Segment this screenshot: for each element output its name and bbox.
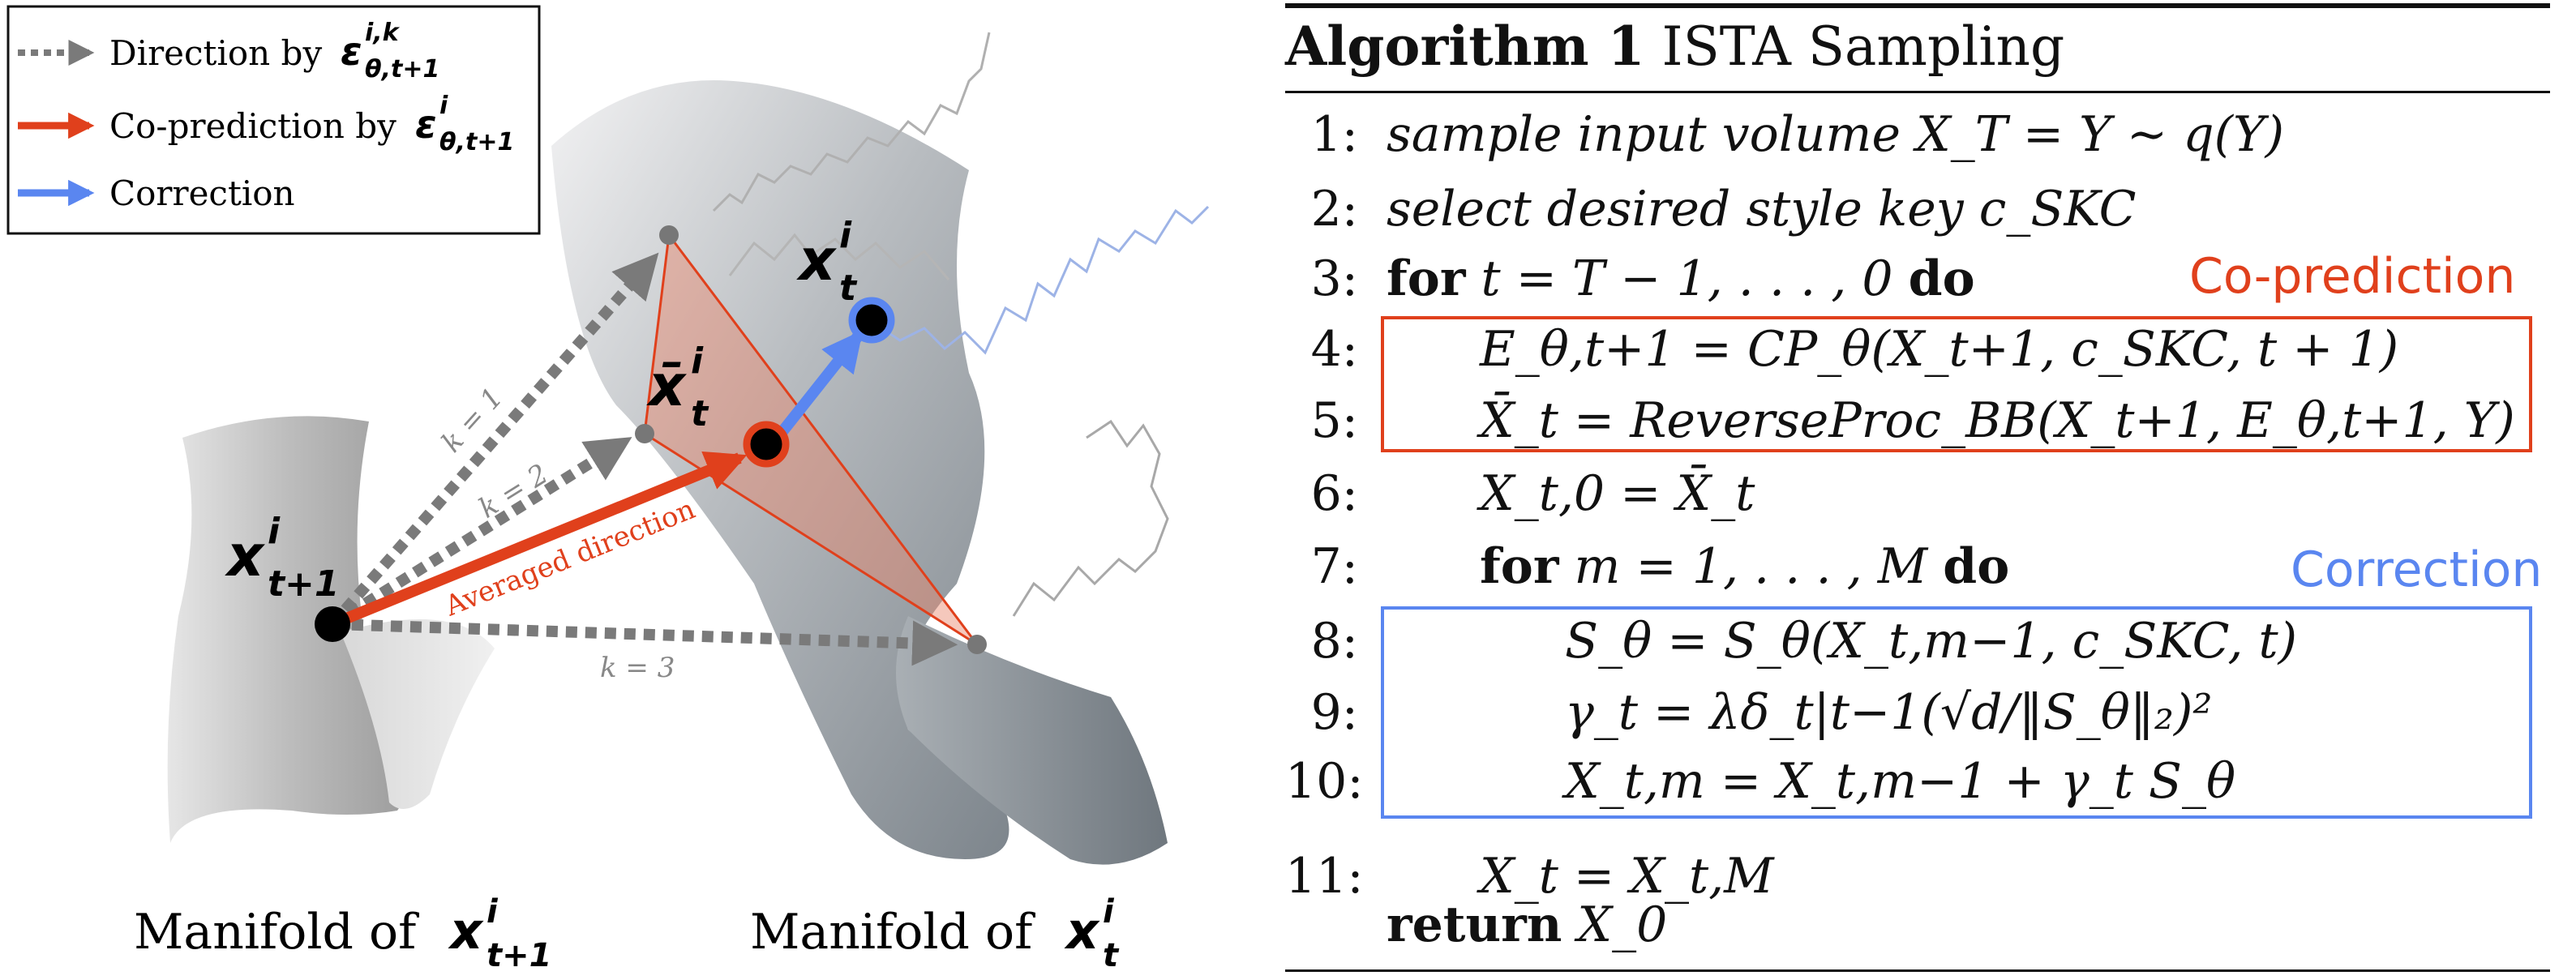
right-manifold-fold xyxy=(896,616,1168,865)
k2-label: k = 2 xyxy=(474,458,555,525)
svg-text:x̄: x̄ xyxy=(646,353,687,419)
trajectory-gray-3 xyxy=(1012,419,1169,617)
title-rule xyxy=(1285,91,2550,93)
algorithm-panel: Algorithm 1 ISTA Sampling Co-prediction … xyxy=(1285,0,2566,980)
coprediction-label: Co-prediction xyxy=(2189,248,2516,305)
k1-label: k = 1 xyxy=(435,382,510,459)
point-x-t-ring xyxy=(848,297,895,344)
manifold-diagram: k = 1 k = 2 k = 3 Averaged direction x i… xyxy=(6,5,1210,974)
right-manifold-surface xyxy=(551,80,1009,859)
left-manifold-surface xyxy=(167,416,407,843)
label-x-bar: x̄ i t xyxy=(646,340,709,434)
trajectory-gray-2 xyxy=(728,233,950,280)
svg-text:t: t xyxy=(691,393,709,434)
trajectory-gray-1 xyxy=(712,32,991,212)
svg-text:Co-prediction by: Co-prediction by xyxy=(109,106,396,146)
correction-box xyxy=(1381,606,2532,819)
caption-left-manifold: Manifold of x i t+1 xyxy=(134,893,551,974)
svg-text:i: i xyxy=(268,511,281,552)
svg-text:x: x xyxy=(796,227,837,293)
top-rule xyxy=(1285,3,2550,8)
vertex-k3 xyxy=(967,635,987,654)
svg-text:x: x xyxy=(225,523,265,589)
arrow-k1 xyxy=(328,252,659,628)
svg-text:i: i xyxy=(439,92,448,120)
svg-text:θ,t+1: θ,t+1 xyxy=(439,128,514,156)
svg-text:Manifold of: Manifold of xyxy=(134,904,419,961)
coprediction-box xyxy=(1381,316,2532,452)
svg-text:i,k: i,k xyxy=(365,19,401,47)
svg-text:i: i xyxy=(1103,893,1115,931)
caption-right-manifold: Manifold of x i t xyxy=(750,893,1120,974)
point-x-bar-ring xyxy=(743,421,790,468)
prediction-triangle xyxy=(643,232,979,646)
point-x-t-plus-1 xyxy=(315,606,350,642)
svg-text:t+1: t+1 xyxy=(486,937,551,974)
svg-text:t: t xyxy=(1103,937,1120,974)
svg-text:t: t xyxy=(839,267,858,309)
legend-frame xyxy=(6,5,541,235)
k3-label: k = 3 xyxy=(600,652,675,684)
svg-text:t+1: t+1 xyxy=(268,563,340,605)
vertex-k1 xyxy=(659,225,679,245)
svg-text:i: i xyxy=(486,893,499,931)
averaged-direction-label: Averaged direction xyxy=(439,493,699,623)
label-x-t: x i t xyxy=(796,215,858,309)
svg-text:Direction by: Direction by xyxy=(109,33,322,73)
label-x-t-plus-1: x i t+1 xyxy=(225,511,340,605)
svg-text:ε: ε xyxy=(415,102,437,148)
arrow-k3 xyxy=(332,618,958,666)
bottom-rule xyxy=(1285,969,2550,972)
algorithm-title: Algorithm 1 ISTA Sampling xyxy=(1285,15,2065,78)
svg-text:x: x xyxy=(1064,901,1100,961)
correction-arrow xyxy=(769,330,864,446)
svg-text:Correction: Correction xyxy=(109,173,295,213)
correction-label: Correction xyxy=(2291,541,2543,598)
left-manifold-fold xyxy=(341,619,495,809)
legend: Direction by ε i,k θ,t+1 Co-prediction b… xyxy=(6,5,541,235)
svg-text:i: i xyxy=(691,340,704,382)
svg-text:θ,t+1: θ,t+1 xyxy=(365,55,439,83)
trajectory-blue xyxy=(875,205,1210,355)
svg-text:Manifold of: Manifold of xyxy=(750,904,1035,961)
averaged-direction-arrow xyxy=(330,451,748,630)
svg-text:ε: ε xyxy=(341,29,362,75)
svg-text:x: x xyxy=(448,901,484,961)
svg-text:i: i xyxy=(839,215,852,256)
vertex-k2 xyxy=(635,424,654,443)
